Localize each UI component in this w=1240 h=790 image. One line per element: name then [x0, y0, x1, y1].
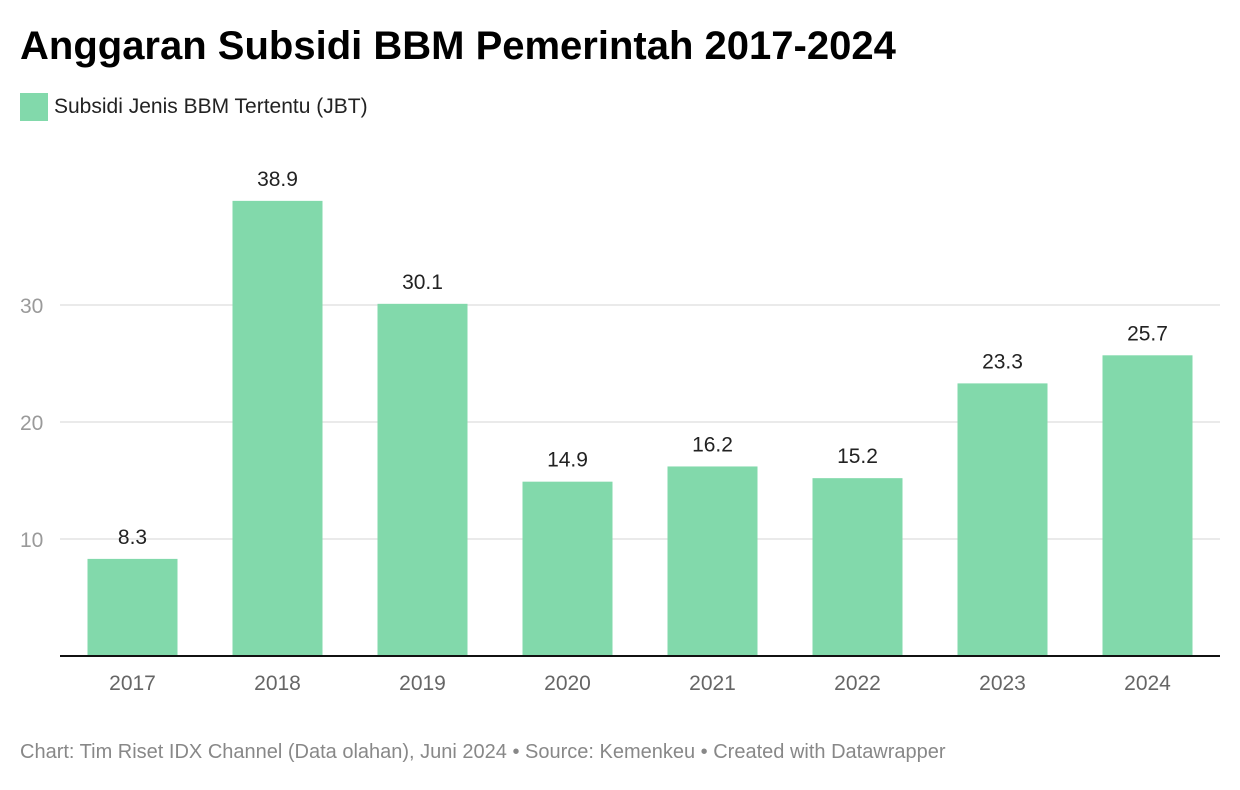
bar: [667, 466, 758, 656]
data-label: 15.2: [837, 445, 878, 468]
chart-footer: Chart: Tim Riset IDX Channel (Data olaha…: [20, 741, 946, 763]
y-tick-label: 30: [20, 295, 43, 318]
bar: [1102, 355, 1193, 656]
bar: [377, 303, 468, 656]
data-label: 30.1: [402, 271, 443, 294]
bar: [957, 383, 1048, 656]
bar: [87, 558, 178, 656]
x-tick-label: 2022: [834, 672, 881, 695]
bar: [812, 478, 903, 656]
x-tick-label: 2020: [544, 672, 591, 695]
x-tick-label: 2018: [254, 672, 301, 695]
data-label: 16.2: [692, 433, 733, 456]
legend-label: Subsidi Jenis BBM Tertentu (JBT): [54, 95, 368, 118]
bar: [232, 200, 323, 656]
y-tick-label: 10: [20, 529, 43, 552]
legend-swatch: [20, 93, 48, 121]
y-tick-label: 20: [20, 412, 43, 435]
x-tick-label: 2023: [979, 672, 1026, 695]
chart-title: Anggaran Subsidi BBM Pemerintah 2017-202…: [20, 24, 896, 68]
legend: Subsidi Jenis BBM Tertentu (JBT): [20, 92, 368, 122]
x-tick-label: 2017: [109, 672, 156, 695]
x-tick-label: 2021: [689, 672, 736, 695]
data-label: 23.3: [982, 350, 1023, 373]
bar: [522, 481, 613, 656]
data-label: 38.9: [257, 168, 298, 191]
x-tick-label: 2024: [1124, 672, 1171, 695]
data-label: 14.9: [547, 449, 588, 472]
data-label: 8.3: [118, 526, 147, 549]
data-label: 25.7: [1127, 322, 1168, 345]
x-tick-label: 2019: [399, 672, 446, 695]
